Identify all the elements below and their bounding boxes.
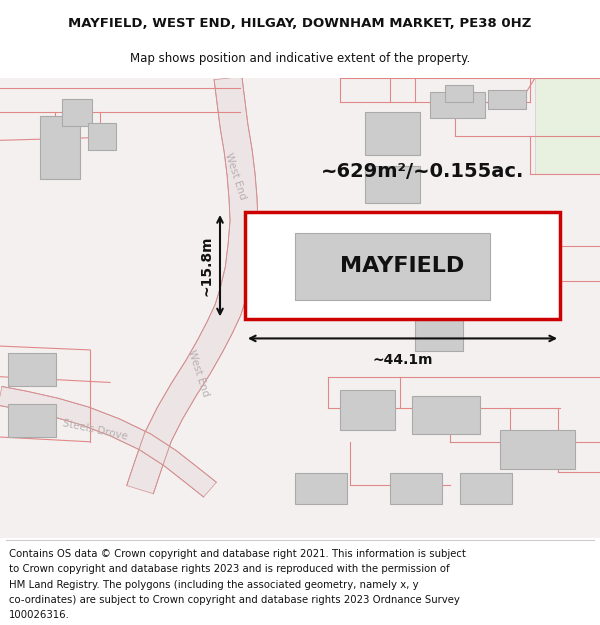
Bar (295, 233, 490, 300)
Bar (415, 253, 465, 291)
Bar (88, 123, 116, 150)
Bar (365, 166, 420, 202)
Bar (295, 473, 347, 504)
Text: Steels Drove: Steels Drove (62, 419, 128, 442)
Text: ~15.8m: ~15.8m (200, 236, 214, 296)
Bar (62, 99, 92, 126)
Bar (415, 308, 463, 351)
Polygon shape (127, 76, 258, 494)
Bar (535, 78, 600, 174)
Bar (40, 116, 80, 179)
Text: Map shows position and indicative extent of the property.: Map shows position and indicative extent… (130, 52, 470, 65)
Bar (488, 89, 526, 109)
Bar (8, 404, 56, 437)
Bar (445, 85, 473, 102)
Text: ~629m²/~0.155ac.: ~629m²/~0.155ac. (321, 162, 524, 181)
Text: ~44.1m: ~44.1m (372, 352, 433, 367)
Bar (390, 473, 442, 504)
Text: West End: West End (186, 348, 210, 398)
Bar (340, 390, 395, 430)
Text: West End: West End (223, 151, 247, 201)
Bar (500, 430, 575, 469)
Bar (245, 212, 560, 319)
Bar (460, 473, 512, 504)
Text: 100026316.: 100026316. (9, 610, 70, 620)
Text: MAYFIELD, WEST END, HILGAY, DOWNHAM MARKET, PE38 0HZ: MAYFIELD, WEST END, HILGAY, DOWNHAM MARK… (68, 17, 532, 30)
Text: co-ordinates) are subject to Crown copyright and database rights 2023 Ordnance S: co-ordinates) are subject to Crown copyr… (9, 595, 460, 605)
Polygon shape (0, 386, 217, 497)
Text: HM Land Registry. The polygons (including the associated geometry, namely x, y: HM Land Registry. The polygons (includin… (9, 579, 419, 589)
Bar (412, 396, 480, 434)
Bar (8, 352, 56, 386)
Bar (430, 91, 485, 118)
Text: to Crown copyright and database rights 2023 and is reproduced with the permissio: to Crown copyright and database rights 2… (9, 564, 449, 574)
Bar (480, 254, 535, 291)
Text: Contains OS data © Crown copyright and database right 2021. This information is : Contains OS data © Crown copyright and d… (9, 549, 466, 559)
Text: MAYFIELD: MAYFIELD (340, 256, 464, 276)
Bar (365, 112, 420, 154)
